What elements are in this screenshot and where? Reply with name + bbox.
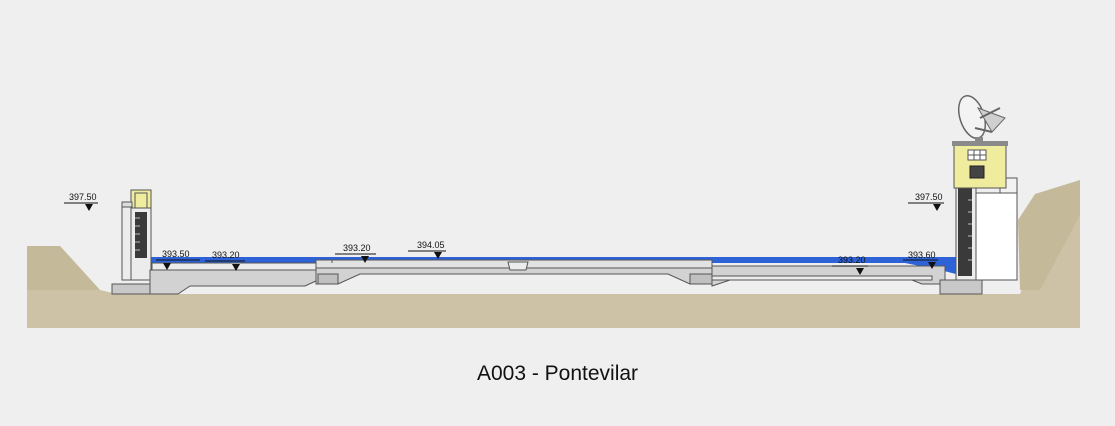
level-marker-left-top: 397.50 (64, 192, 98, 211)
diagram-caption: A003 - Pontevilar (476, 362, 639, 385)
svg-text:393.20: 393.20 (838, 255, 866, 265)
level-marker-left-mid: 393.20 (205, 250, 245, 271)
water-level-marker-icon (232, 264, 240, 271)
water-level-marker-icon (361, 256, 369, 263)
channel-bed (149, 259, 946, 295)
level-marker-right-top: 397.50 (908, 192, 944, 211)
ground-slope-right (1018, 180, 1080, 290)
svg-text:394.05: 394.05 (417, 240, 445, 250)
svg-text:397.50: 397.50 (69, 192, 97, 202)
svg-text:393.50: 393.50 (162, 249, 190, 259)
svg-text:393.20: 393.20 (212, 250, 240, 260)
svg-text:393.60: 393.60 (908, 250, 936, 260)
svg-text:397.50: 397.50 (915, 192, 943, 202)
water-level-marker-icon (85, 204, 93, 211)
level-marker-center-b: 394.05 (408, 240, 446, 259)
svg-text:393.20: 393.20 (343, 243, 371, 253)
water-level-marker-icon (933, 204, 941, 211)
level-marker-right-mid: 393.20 (832, 255, 868, 275)
water-level-marker-icon (856, 268, 864, 275)
right-gauging-station (939, 141, 1018, 295)
level-marker-left-low: 393.50 (156, 249, 200, 270)
level-marker-right-low: 393.60 (903, 250, 938, 269)
water-level-marker-icon (163, 263, 171, 270)
water-level-marker-icon (928, 262, 936, 269)
water-level-marker-icon (434, 252, 442, 259)
left-intake-structure (111, 189, 163, 295)
satellite-dish-icon (957, 95, 1006, 142)
ground-slope-left (27, 246, 100, 290)
gauge-icon (135, 212, 147, 258)
ground (27, 180, 1080, 328)
gauge-icon (958, 188, 972, 276)
level-marker-center-a: 393.20 (335, 243, 376, 263)
